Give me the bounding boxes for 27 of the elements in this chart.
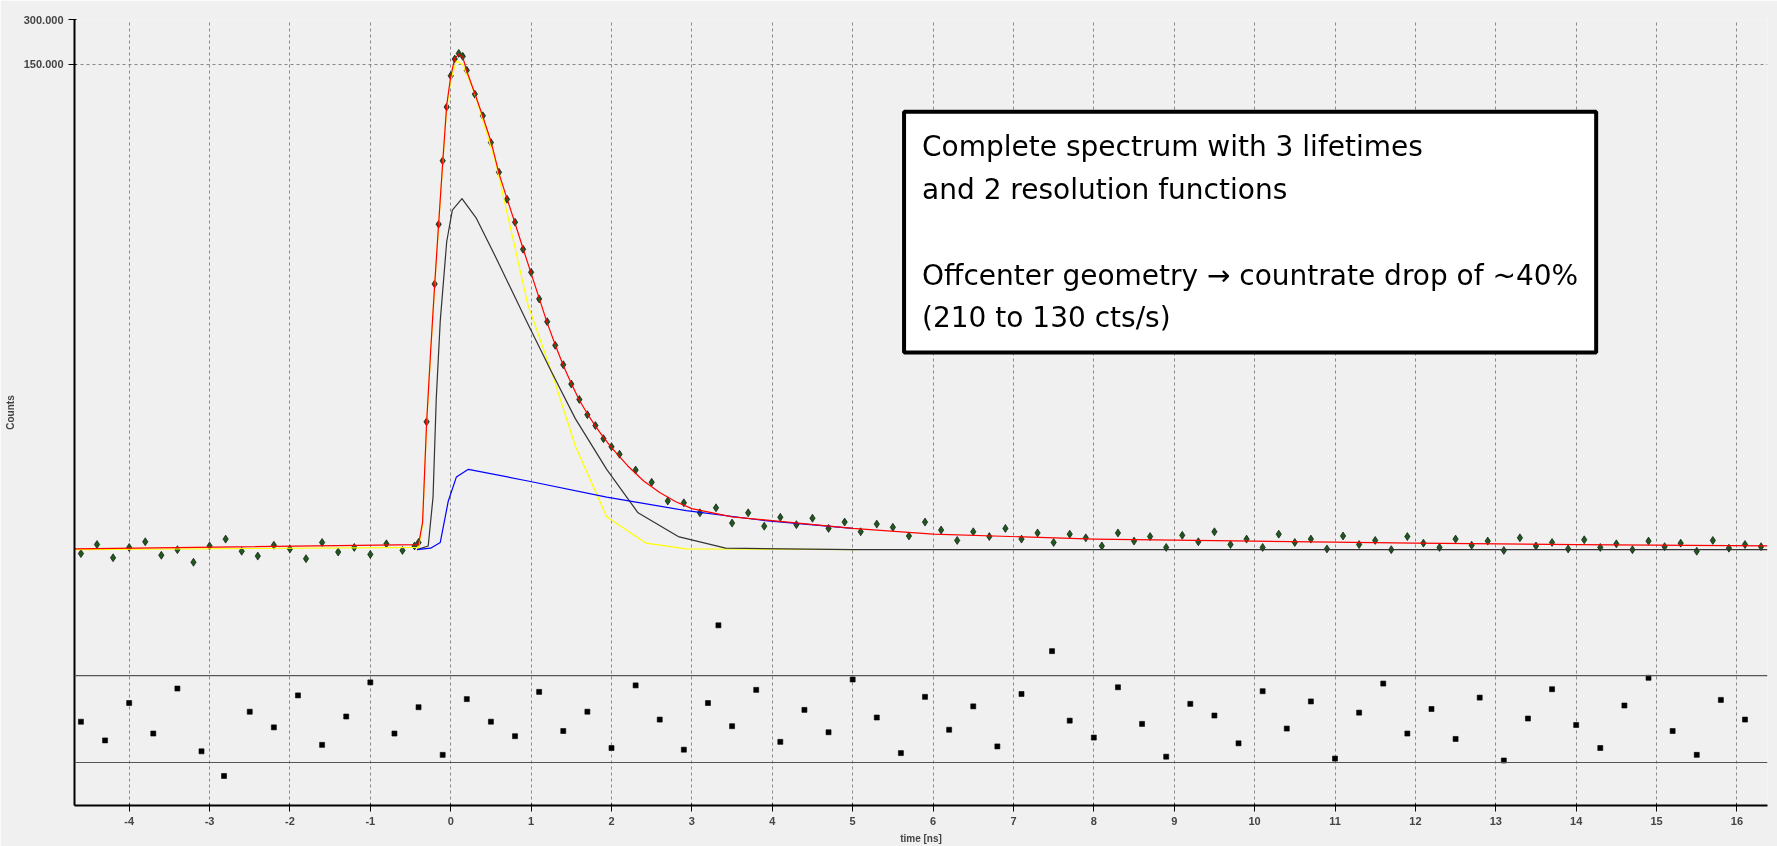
x-tick-label: 5 bbox=[849, 814, 856, 827]
x-tick-label: 10 bbox=[1248, 814, 1261, 827]
x-tick-label: 8 bbox=[1090, 814, 1097, 827]
x-tick-label: -4 bbox=[124, 814, 135, 827]
x-tick-label: 9 bbox=[1171, 814, 1178, 827]
x-tick-label: 7 bbox=[1010, 814, 1017, 827]
x-tick-label: 12 bbox=[1409, 814, 1422, 827]
y-axis-title: Counts bbox=[4, 394, 16, 430]
y-tick-label: 150.000 bbox=[23, 58, 64, 71]
x-tick-label: -1 bbox=[365, 814, 376, 827]
x-tick-label: 16 bbox=[1730, 814, 1744, 827]
annotation: Complete spectrum with 3 lifetimes and 2 resolution functions bbox=[922, 129, 1423, 206]
x-tick-label: 0 bbox=[447, 814, 454, 827]
x-tick-label: 4 bbox=[769, 814, 777, 827]
x-tick-label: 6 bbox=[930, 814, 937, 827]
x-tick-label: 2 bbox=[608, 814, 615, 827]
x-tick-label: 1 bbox=[528, 814, 535, 827]
x-tick-label: 14 bbox=[1570, 814, 1584, 827]
x-tick-label: 13 bbox=[1489, 814, 1502, 827]
x-tick-label: 15 bbox=[1650, 814, 1663, 827]
x-tick-label: 11 bbox=[1329, 814, 1341, 827]
y-tick-label: 300.000 bbox=[23, 13, 64, 26]
x-tick-label: -2 bbox=[285, 814, 295, 827]
x-tick-label: -3 bbox=[204, 814, 215, 827]
annotation: Offcenter geometry → countrate drop of ~40% (210 to 130 cts/s) bbox=[922, 258, 1579, 335]
x-axis-title: time [ns] bbox=[900, 832, 942, 844]
x-tick-label: 3 bbox=[688, 814, 695, 827]
